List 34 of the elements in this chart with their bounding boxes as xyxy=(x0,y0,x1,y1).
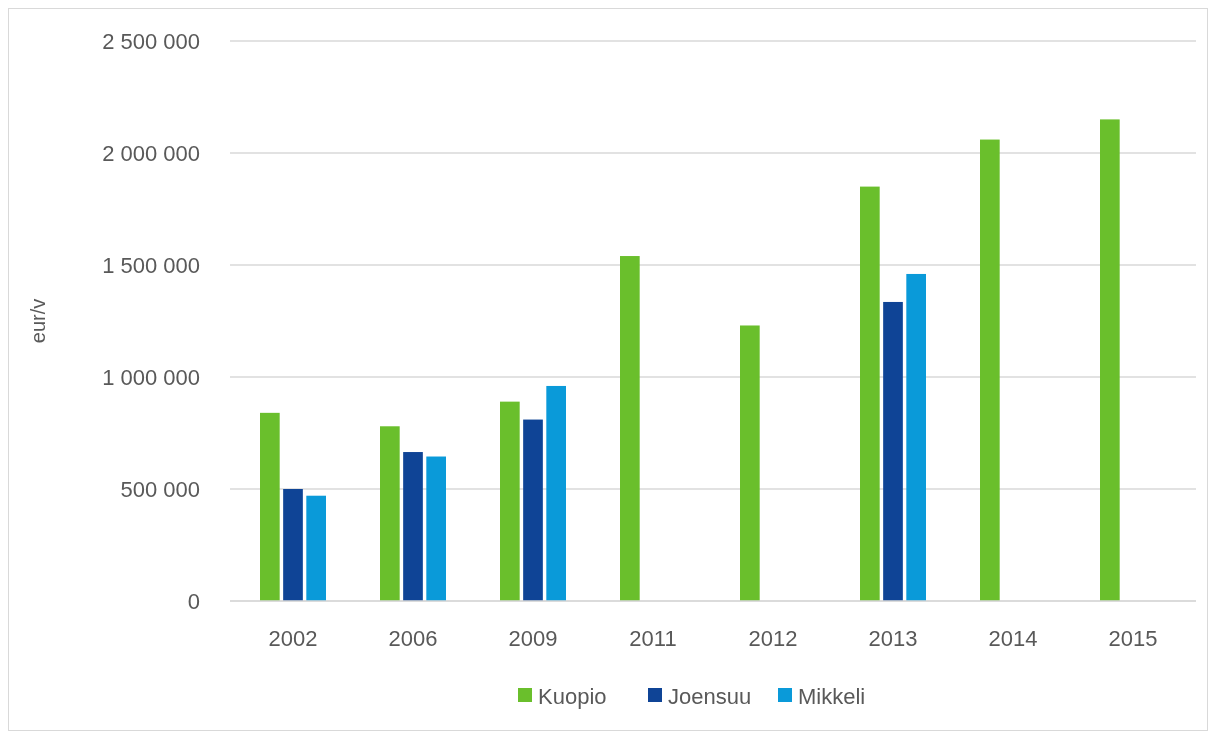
bar xyxy=(403,452,423,601)
y-tick-label: 2 500 000 xyxy=(102,28,200,54)
legend-label: Joensuu xyxy=(668,683,752,709)
x-tick-label: 2012 xyxy=(748,626,798,651)
x-tick-label: 2011 xyxy=(629,626,677,651)
bar xyxy=(740,325,760,601)
y-tick-label: 0 xyxy=(187,588,200,614)
bar xyxy=(380,426,400,601)
y-axis-title: eur/v xyxy=(27,298,49,344)
bar xyxy=(906,273,926,601)
bar xyxy=(523,419,543,601)
bar xyxy=(620,256,640,601)
y-tick-label: 500 000 xyxy=(120,476,200,502)
bar xyxy=(426,456,446,601)
bar xyxy=(500,401,520,601)
x-tick-label: 2009 xyxy=(508,626,558,651)
bar xyxy=(980,139,1000,601)
x-tick-label: 2014 xyxy=(988,626,1038,651)
bar xyxy=(306,495,326,601)
bar xyxy=(546,385,566,601)
bar xyxy=(260,412,280,601)
x-tick-label: 2006 xyxy=(388,626,438,651)
x-tick-label: 2013 xyxy=(868,626,918,651)
legend-label: Mikkeli xyxy=(798,683,866,709)
y-tick-label: 1 500 000 xyxy=(102,252,200,278)
bar xyxy=(860,186,880,601)
bar xyxy=(283,489,303,601)
legend-label: Kuopio xyxy=(538,683,607,709)
y-tick-label: 1 000 000 xyxy=(102,364,200,390)
bar xyxy=(883,301,903,601)
y-tick-label: 2 000 000 xyxy=(102,140,200,166)
x-tick-label: 2002 xyxy=(268,626,318,651)
bar xyxy=(1100,119,1120,601)
x-tick-label: 2015 xyxy=(1108,626,1158,651)
